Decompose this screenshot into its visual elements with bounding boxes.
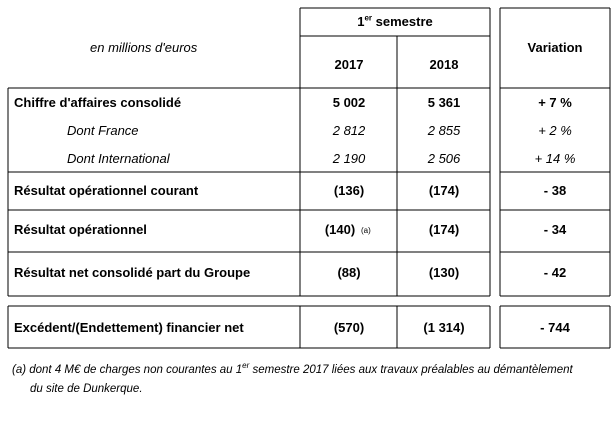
row-label: Résultat opérationnel courant (14, 183, 199, 198)
value-2018: (130) (428, 265, 460, 280)
value-2017: (136) (333, 183, 365, 198)
footnote: (a) dont 4 M€ de charges non courantes a… (12, 362, 573, 378)
value-2018: 2 506 (427, 151, 461, 166)
value-2017: 2 190 (332, 151, 366, 166)
variation: + 2 % (538, 123, 572, 138)
value-2018: (174) (428, 183, 460, 198)
value-2018: (174) (428, 222, 460, 237)
year-header: 2018 (429, 57, 459, 72)
footnote-line: du site de Dunkerque. (30, 383, 143, 395)
note-marker: (a) (361, 226, 371, 235)
period-rest: semestre (372, 14, 433, 29)
row-label: Excédent/(Endettement) financier net (14, 320, 244, 335)
row-label: Résultat net consolidé part du Groupe (14, 265, 251, 280)
value-2018: 5 361 (427, 95, 461, 110)
unit-note: en millions d'euros (90, 40, 198, 55)
footnote-sup: er (242, 361, 250, 371)
value-2018: (1 314) (423, 320, 465, 335)
variation: - 38 (543, 183, 567, 198)
row-label: Chiffre d'affaires consolidé (14, 95, 182, 110)
value-2017: (88) (337, 265, 361, 280)
row-label: Dont France (67, 123, 139, 138)
value-2017: (140) (324, 222, 356, 237)
footnote-end: semestre 2017 liées aux travaux préalabl… (249, 364, 573, 376)
variation: - 42 (543, 265, 567, 280)
variation: + 14 % (534, 151, 576, 166)
period-header: 1er semestre (357, 14, 433, 30)
year-header: 2017 (334, 57, 364, 72)
footnote-start: (a) dont 4 M€ de charges non courantes a… (12, 364, 243, 376)
variation: - 34 (543, 222, 567, 237)
row-label: Dont International (67, 151, 170, 166)
value-2017: 5 002 (332, 95, 366, 110)
variation: + 7 % (538, 95, 572, 110)
value-2018: 2 855 (427, 123, 461, 138)
variation: - 744 (540, 320, 570, 335)
variation-header: Variation (527, 40, 583, 55)
value-2017: 2 812 (332, 123, 366, 138)
period-main: 1 (357, 14, 365, 29)
value-2017: (570) (333, 320, 365, 335)
period-sup: er (364, 13, 373, 23)
row-label: Résultat opérationnel (14, 222, 147, 237)
